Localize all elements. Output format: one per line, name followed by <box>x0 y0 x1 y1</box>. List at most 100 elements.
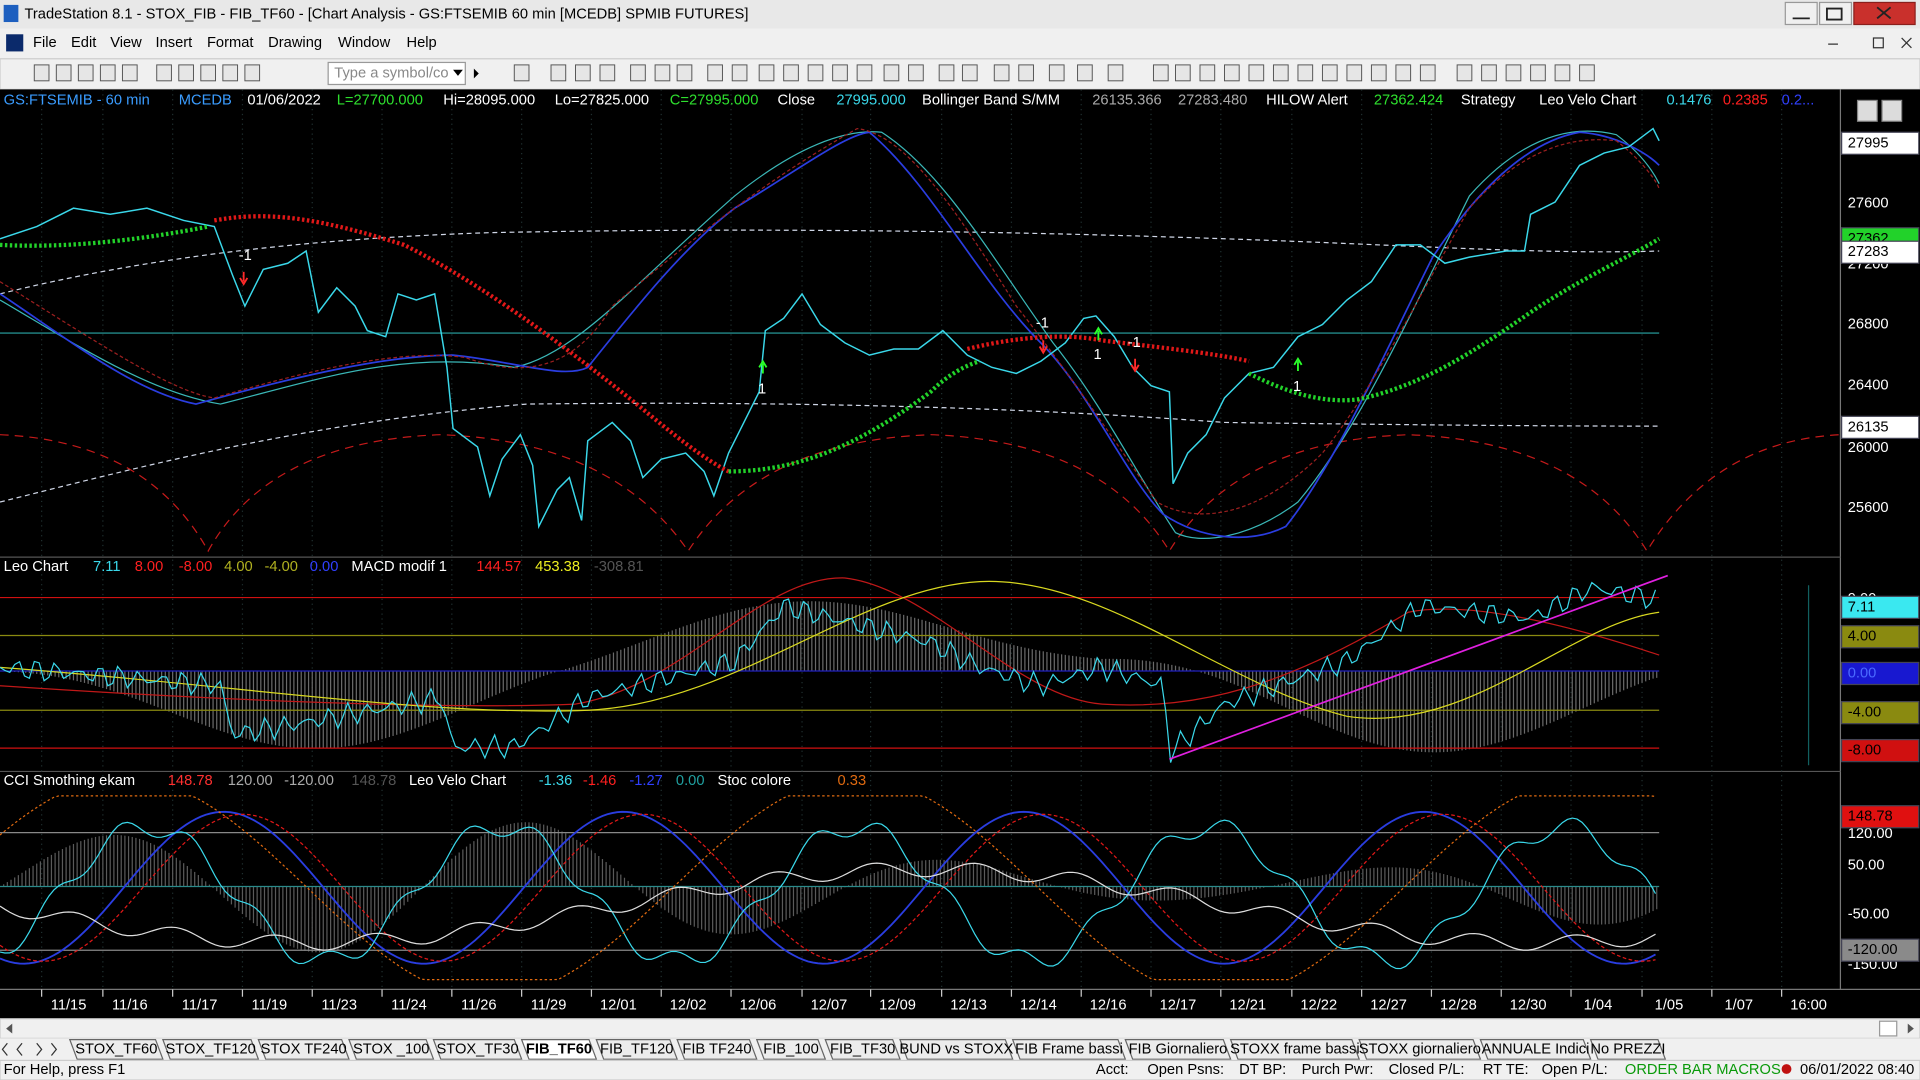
toolbar-icon[interactable] <box>1530 64 1546 82</box>
tab-label[interactable]: FIB TF240 <box>682 1041 751 1057</box>
toolbar-icon[interactable] <box>1199 64 1216 82</box>
toolbar-icon[interactable] <box>883 64 900 82</box>
toolbar-icon[interactable] <box>676 64 693 82</box>
toolbar-icon[interactable] <box>707 64 723 82</box>
tab[interactable] <box>520 1038 598 1060</box>
tab[interactable] <box>1358 1038 1482 1060</box>
menu-item[interactable]: View <box>110 35 142 51</box>
toolbar-icon[interactable] <box>33 64 50 82</box>
tab-label[interactable]: FIB_TF60 <box>526 1041 592 1057</box>
toolbar-icon[interactable] <box>1321 64 1338 82</box>
tab-label[interactable]: ANNUALE Indici <box>1482 1041 1590 1057</box>
menu-item[interactable]: Edit <box>71 35 96 51</box>
tab-label[interactable]: STOXX frame bassi <box>1230 1041 1360 1057</box>
symbol-arrows[interactable] <box>453 68 479 79</box>
tab[interactable] <box>1589 1038 1667 1060</box>
toolbar-icon[interactable] <box>807 64 824 82</box>
toolbar-icon[interactable] <box>783 64 799 82</box>
toolbar-icon[interactable] <box>758 64 775 82</box>
tab[interactable] <box>1011 1038 1127 1060</box>
tab[interactable] <box>432 1038 523 1060</box>
tab-label[interactable]: STOX TF240 <box>261 1041 347 1057</box>
horizontal-scrollbar[interactable] <box>0 1018 1920 1039</box>
toolbar-icon[interactable] <box>1370 64 1387 82</box>
toolbar-icon[interactable] <box>1272 64 1289 82</box>
toolbar-icon[interactable] <box>200 64 216 82</box>
tab-label[interactable]: STOX_TF30 <box>436 1041 518 1057</box>
menu-item[interactable]: Help <box>407 35 437 51</box>
pane-minimize[interactable] <box>1856 99 1878 122</box>
toolbar-icon[interactable] <box>1048 64 1065 82</box>
tab-label[interactable]: BUND vs STOXX <box>899 1041 1013 1057</box>
toolbar-icon[interactable] <box>832 64 848 82</box>
menu-item[interactable]: Window <box>338 35 391 51</box>
toolbar-icon[interactable] <box>1505 64 1522 82</box>
toolbar-icon[interactable] <box>1248 64 1265 82</box>
menu-item[interactable]: Drawing <box>268 35 322 51</box>
tab[interactable] <box>1124 1038 1232 1060</box>
menu-item[interactable]: Insert <box>156 35 193 51</box>
scroll-thumb[interactable] <box>1878 1020 1898 1037</box>
toolbar-icon[interactable] <box>550 64 567 82</box>
tab[interactable] <box>68 1038 164 1060</box>
tab-label[interactable]: FIB_TF120 <box>600 1041 673 1057</box>
tab-label[interactable]: STOX _100 <box>353 1041 429 1057</box>
tab[interactable] <box>676 1038 758 1060</box>
mdi-controls[interactable] <box>1828 37 1912 49</box>
toolbar-icon[interactable] <box>1554 64 1571 82</box>
tab-label[interactable]: STOX_TF120 <box>165 1041 255 1057</box>
toolbar-icon[interactable] <box>599 64 616 82</box>
toolbar-icon[interactable] <box>961 64 978 82</box>
symbol-input[interactable] <box>327 61 466 86</box>
tab-label[interactable]: STOXX giornaliero <box>1359 1041 1481 1057</box>
toolbar-icon[interactable] <box>856 64 873 82</box>
tab[interactable] <box>899 1038 1014 1060</box>
toolbar-icon[interactable] <box>121 64 138 82</box>
toolbar-icon[interactable] <box>99 64 116 82</box>
toolbar-icon[interactable] <box>1579 64 1595 82</box>
tab[interactable] <box>348 1038 435 1060</box>
tab-label[interactable]: STOX_TF60 <box>75 1041 157 1057</box>
toolbar-icon[interactable] <box>1297 64 1314 82</box>
maximize-button[interactable] <box>1818 1 1853 26</box>
tab-label[interactable]: FIB Giornaliero <box>1129 1041 1228 1057</box>
toolbar-icon[interactable] <box>1395 64 1412 82</box>
toolbar-icon[interactable] <box>1107 64 1124 82</box>
tab[interactable] <box>824 1038 901 1060</box>
toolbar-icon[interactable] <box>77 64 94 82</box>
tab[interactable] <box>595 1038 679 1060</box>
toolbar-icon[interactable] <box>938 64 955 82</box>
minimize-button[interactable] <box>1784 1 1818 26</box>
toolbar-icon[interactable] <box>731 64 748 82</box>
pane-restore[interactable] <box>1881 99 1903 122</box>
tab[interactable] <box>1479 1038 1592 1060</box>
toolbar-icon[interactable] <box>654 64 671 82</box>
toolbar-icon[interactable] <box>1224 64 1240 82</box>
toolbar-icon[interactable] <box>575 64 591 82</box>
tab-label[interactable]: FIB_TF30 <box>830 1041 895 1057</box>
tab-label[interactable]: No PREZZI <box>1590 1041 1665 1057</box>
tab[interactable] <box>161 1038 260 1060</box>
tab[interactable] <box>755 1038 827 1060</box>
toolbar-icon[interactable] <box>178 64 194 82</box>
tab-label[interactable]: FIB Frame bassi <box>1015 1041 1123 1057</box>
toolbar-icon[interactable] <box>156 64 172 82</box>
toolbar-icon[interactable] <box>1018 64 1034 82</box>
toolbar-icon[interactable] <box>1419 64 1436 82</box>
toolbar-icon[interactable] <box>630 64 646 82</box>
toolbar-icon[interactable] <box>55 64 72 82</box>
tab-label[interactable]: FIB_100 <box>763 1041 819 1057</box>
toolbar-icon[interactable] <box>1077 64 1093 82</box>
toolbar-icon[interactable] <box>1481 64 1497 82</box>
tab[interactable] <box>1229 1038 1361 1060</box>
toolbar-icon[interactable] <box>222 64 239 82</box>
toolbar-icon[interactable] <box>993 64 1010 82</box>
toolbar-icon[interactable] <box>1152 64 1169 82</box>
tab[interactable] <box>257 1038 350 1060</box>
menu-item[interactable]: Format <box>207 35 254 51</box>
toolbar-icon[interactable] <box>908 64 924 82</box>
toolbar-icon[interactable] <box>1456 64 1473 82</box>
toolbar-icon[interactable] <box>244 64 261 82</box>
toolbar-icon[interactable] <box>1346 64 1363 82</box>
tab-navigation[interactable] <box>1 1042 58 1056</box>
